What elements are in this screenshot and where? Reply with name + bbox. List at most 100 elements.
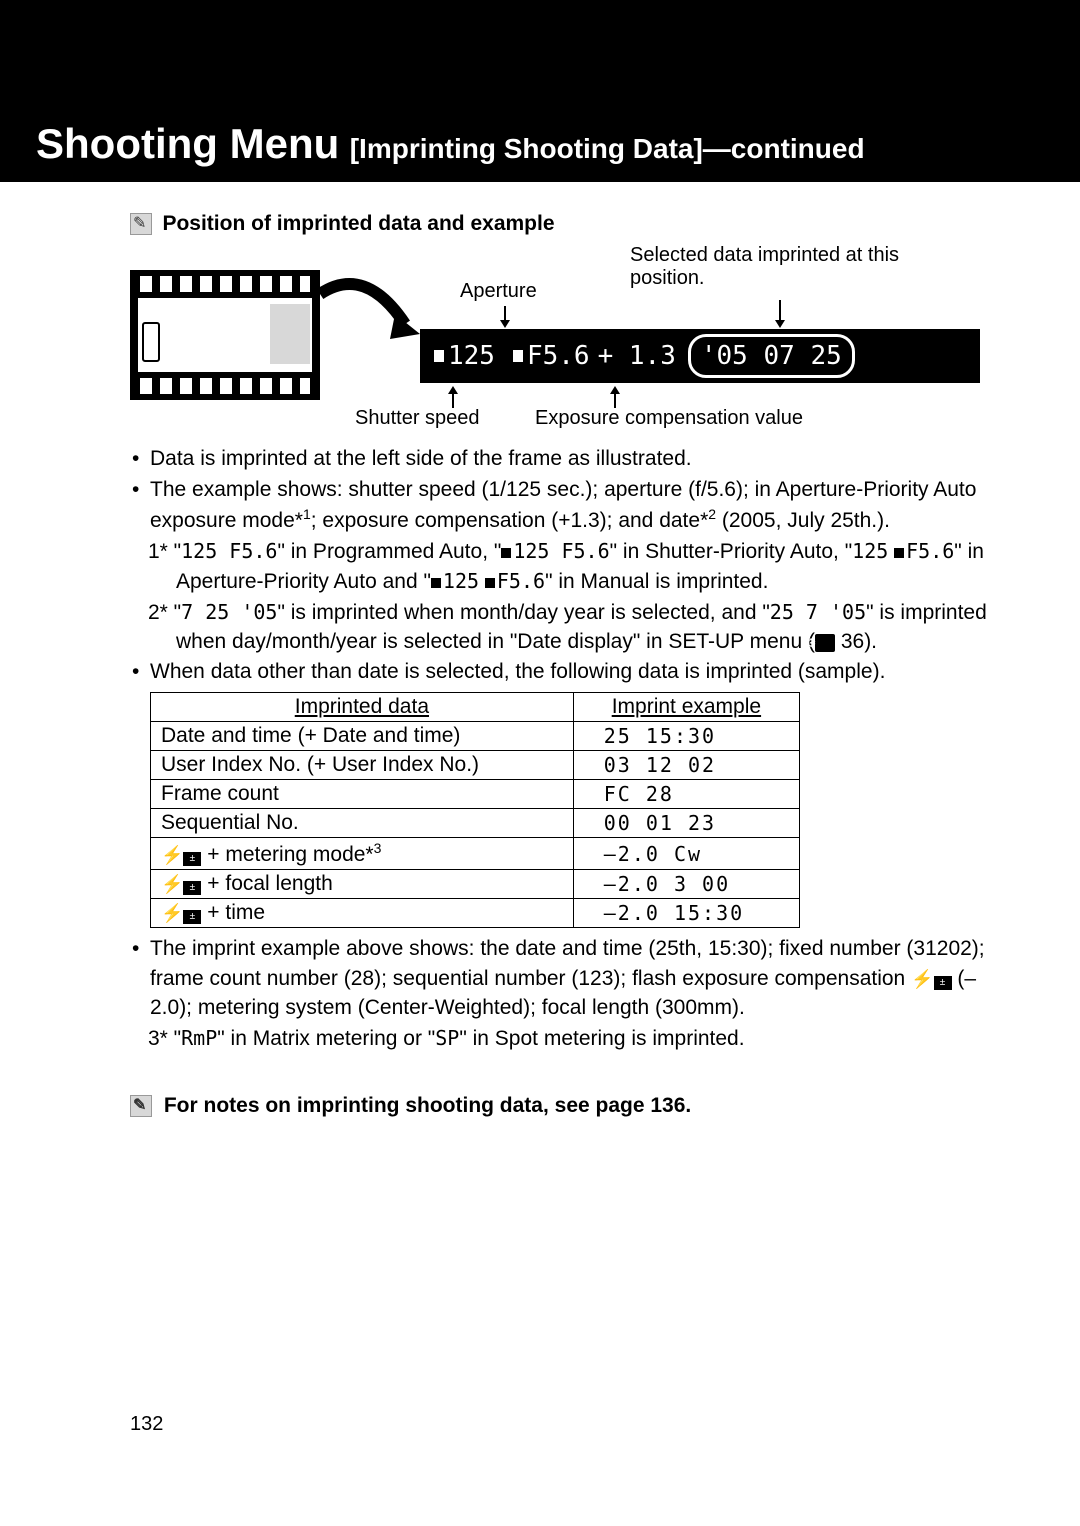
table-row: ⚡± + focal length–2.0 3 00 — [151, 870, 800, 899]
bullet-4: The imprint example above shows: the dat… — [130, 934, 990, 1022]
n1-seg2: 125 F5.6 — [513, 539, 609, 563]
section-title: Position of imprinted data and example — [162, 212, 554, 235]
n1-seg1: 125 F5.6 — [181, 539, 277, 563]
n3-end: " in Spot metering is imprinted. — [459, 1027, 744, 1050]
table-row: Frame countFC 28 — [151, 780, 800, 809]
td-imprinted: Sequential No. — [151, 809, 574, 838]
footnote-1: 1* "125 F5.6" in Programmed Auto, "125 F… — [130, 537, 990, 596]
title-main: Shooting Menu — [36, 120, 339, 167]
td-example: 00 01 23 — [573, 809, 799, 838]
arrow-curve-icon — [315, 274, 425, 354]
bullet-1: Data is imprinted at the left side of th… — [130, 444, 990, 473]
shutter-label: Shutter speed — [355, 407, 480, 430]
title-sub: [Imprinting Shooting Data]—continued — [350, 133, 865, 164]
n1-end: " in Manual is imprinted. — [545, 570, 768, 593]
aperture-label: Aperture — [460, 280, 537, 303]
expcomp-label: Exposure compensation value — [535, 407, 803, 430]
td-imprinted: ⚡± + time — [151, 899, 574, 928]
b2-sup1: 1 — [303, 506, 311, 522]
td-imprinted: ⚡± + metering mode*3 — [151, 838, 574, 870]
notes-reference: For notes on imprinting shooting data, s… — [130, 1094, 990, 1118]
n2-pre: 2* " — [148, 601, 181, 624]
film-handle — [142, 322, 160, 362]
th-imprinted: Imprinted data — [151, 693, 574, 722]
section-heading-row: Position of imprinted data and example — [130, 212, 990, 236]
top-black-band — [0, 0, 1080, 110]
n1-m2: " in Shutter-Priority Auto, " — [610, 540, 853, 563]
film-data-slot — [270, 304, 310, 364]
table-row: ⚡± + time–2.0 15:30 — [151, 899, 800, 928]
page-number: 132 — [130, 1413, 163, 1436]
mode-icon-2 — [894, 548, 904, 558]
aperture-arrow-icon — [495, 306, 515, 330]
td-imprinted: ⚡± + focal length — [151, 870, 574, 899]
td-example: 03 12 02 — [573, 751, 799, 780]
diagram-area: Aperture Selected data imprinted at this… — [130, 244, 990, 444]
pencil-note-icon-2 — [130, 1095, 152, 1117]
flash-box-icon: ± — [934, 976, 952, 990]
n1-seg4b: F5.6 — [497, 569, 545, 593]
n1-seg3: 125 — [852, 539, 888, 563]
n3-pre: 3* " — [148, 1027, 181, 1050]
selected-pos-label: Selected data imprinted at this position… — [630, 244, 930, 290]
flash-icon: ⚡ — [911, 967, 933, 992]
bullet-list-1: Data is imprinted at the left side of th… — [130, 444, 990, 535]
flash-box-icon: ± — [183, 881, 201, 895]
mode-icon-1 — [501, 548, 511, 558]
n1-seg3b: F5.6 — [906, 539, 954, 563]
bullet-3: When data other than date is selected, t… — [130, 657, 990, 686]
bullet-list-3: The imprint example above shows: the dat… — [130, 934, 990, 1022]
n3-seg1: RmP — [181, 1026, 217, 1050]
td-example: –2.0 15:30 — [573, 899, 799, 928]
flash-icon: ⚡ — [161, 903, 183, 924]
td-example: FC 28 — [573, 780, 799, 809]
mode-icon-4 — [485, 578, 495, 588]
expcomp-arrow-icon — [605, 384, 625, 408]
film-frame-icon — [130, 270, 320, 400]
lcd-date: '05 07 25 — [701, 341, 842, 371]
flash-icon: ⚡ — [161, 845, 183, 866]
title-band: Shooting Menu [Imprinting Shooting Data]… — [0, 110, 1080, 182]
flash-box-icon: ± — [183, 852, 201, 866]
lcd-date-bracket: '05 07 25 — [688, 334, 855, 378]
table-row: User Index No. (+ User Index No.)03 12 0… — [151, 751, 800, 780]
table-row: Sequential No.00 01 23 — [151, 809, 800, 838]
td-imprinted: Frame count — [151, 780, 574, 809]
n2-m1: " is imprinted when month/day year is se… — [277, 601, 769, 624]
b4-p1: The imprint example above shows: the dat… — [150, 937, 985, 989]
td-example: –2.0 3 00 — [573, 870, 799, 899]
n1-m1: " in Programmed Auto, " — [277, 540, 501, 563]
notes-ref-text: For notes on imprinting shooting data, s… — [164, 1094, 691, 1117]
th-example: Imprint example — [573, 693, 799, 722]
td-example: 25 15:30 — [573, 722, 799, 751]
lcd-display: 125 F5.6 + 1.3 '05 07 25 — [420, 329, 980, 383]
td-imprinted: Date and time (+ Date and time) — [151, 722, 574, 751]
flash-box-icon: ± — [183, 910, 201, 924]
td-example: –2.0 Cw — [573, 838, 799, 870]
b2-p2: ; exposure compensation (+1.3); and date… — [311, 509, 709, 532]
n3-mid: " in Matrix metering or " — [217, 1027, 435, 1050]
mode-icon-3 — [431, 578, 441, 588]
n1-seg4a: 125 — [443, 569, 479, 593]
lcd-shutter: 125 — [448, 341, 495, 371]
td-imprinted: User Index No. (+ User Index No.) — [151, 751, 574, 780]
b2-p3: (2005, July 25th.). — [716, 509, 890, 532]
page-content: Position of imprinted data and example A… — [0, 182, 1080, 1118]
lcd-mode-icon — [434, 350, 444, 362]
pencil-note-icon — [130, 213, 152, 235]
bullet-list-2: When data other than date is selected, t… — [130, 657, 990, 686]
flash-icon: ⚡ — [161, 874, 183, 895]
footnote-2: 2* "7 25 '05" is imprinted when month/da… — [130, 598, 990, 657]
n2-pg: 36). — [835, 630, 877, 653]
n1-pre: 1* " — [148, 540, 181, 563]
n2-seg2: 25 7 '05 — [770, 600, 866, 624]
footnote-3: 3* "RmP" in Matrix metering or "SP" in S… — [130, 1024, 990, 1053]
shutter-arrow-icon — [443, 384, 463, 408]
table-header-row: Imprinted data Imprint example — [151, 693, 800, 722]
lcd-aperture: F5.6 — [527, 341, 590, 371]
bullet-2: The example shows: shutter speed (1/125 … — [130, 475, 990, 535]
lcd-comp: + 1.3 — [598, 341, 676, 371]
b2-sup2: 2 — [708, 506, 716, 522]
table-row: Date and time (+ Date and time)25 15:30 — [151, 722, 800, 751]
setup-icon: ⚙ — [815, 634, 835, 652]
